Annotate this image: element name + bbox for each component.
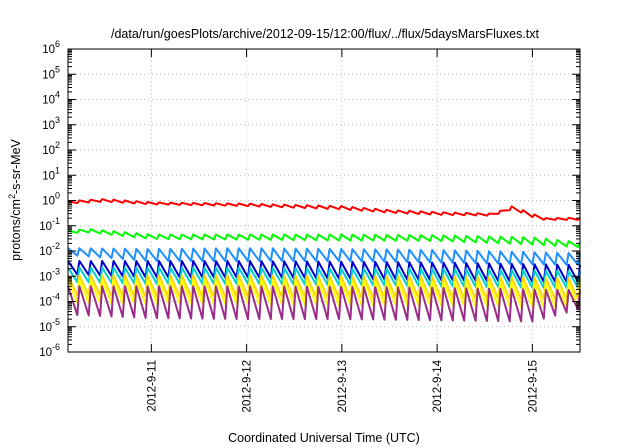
y-tick-exp: 1 bbox=[55, 165, 60, 175]
y-tick-exp: 2 bbox=[55, 140, 60, 150]
y-tick-label: 10-4 bbox=[39, 292, 60, 309]
y-tick-exp: 6 bbox=[55, 39, 60, 49]
series-line-5 bbox=[67, 266, 581, 289]
y-axis-label-pre: protons/cm bbox=[9, 199, 23, 261]
y-tick-base: 10 bbox=[39, 297, 52, 309]
y-tick-exp: 4 bbox=[55, 90, 60, 100]
y-tick-label: 10-2 bbox=[39, 241, 60, 258]
y-tick-label: 102 bbox=[42, 140, 60, 157]
y-tick-label: 10-3 bbox=[39, 266, 60, 283]
y-tick-exp: -5 bbox=[52, 317, 60, 327]
y-tick-exp: -2 bbox=[52, 241, 60, 251]
y-tick-exp: -4 bbox=[52, 292, 60, 302]
y-tick-exp: 3 bbox=[55, 115, 60, 125]
y-tick-label: 10-5 bbox=[39, 317, 60, 334]
y-tick-exp: -3 bbox=[52, 266, 60, 276]
y-tick-exp: -1 bbox=[52, 216, 60, 226]
tick-layer: 10-610-510-410-310-210-11001011021031041… bbox=[39, 39, 580, 412]
series-layer bbox=[67, 198, 581, 323]
y-tick-label: 106 bbox=[42, 39, 60, 56]
x-tick-label: 2012-9-12 bbox=[242, 360, 254, 412]
y-tick-label: 100 bbox=[42, 191, 60, 208]
y-tick-base: 10 bbox=[42, 120, 55, 132]
y-axis-label-post: -s-sr-MeV bbox=[9, 138, 23, 194]
y-tick-base: 10 bbox=[42, 44, 55, 56]
y-tick-label: 103 bbox=[42, 115, 60, 132]
y-tick-exp: -6 bbox=[52, 342, 60, 352]
series-line-8 bbox=[67, 285, 581, 323]
series-line-3 bbox=[67, 247, 581, 266]
y-tick-base: 10 bbox=[39, 246, 52, 258]
y-tick-label: 104 bbox=[42, 90, 60, 107]
series-line-2 bbox=[67, 228, 581, 249]
x-tick-label: 2012-9-13 bbox=[337, 360, 349, 412]
y-tick-exp: 0 bbox=[55, 191, 60, 201]
y-tick-base: 10 bbox=[42, 69, 55, 81]
y-tick-label: 10-6 bbox=[39, 342, 60, 359]
series-line-1 bbox=[67, 198, 581, 221]
y-tick-base: 10 bbox=[39, 347, 52, 359]
y-axis-label-sup: 2 bbox=[7, 194, 17, 199]
y-tick-base: 10 bbox=[42, 170, 55, 182]
x-tick-label: 2012-9-14 bbox=[432, 359, 444, 412]
chart-title: /data/run/goesPlots/archive/2012-09-15/1… bbox=[111, 27, 540, 41]
y-tick-base: 10 bbox=[42, 145, 55, 157]
x-tick-label: 2012-9-11 bbox=[146, 360, 158, 412]
y-tick-base: 10 bbox=[39, 322, 52, 334]
y-tick-exp: 5 bbox=[55, 64, 60, 74]
y-tick-label: 101 bbox=[42, 165, 60, 182]
y-tick-base: 10 bbox=[42, 196, 55, 208]
y-axis-label: protons/cm2-s-sr-MeV bbox=[7, 138, 23, 260]
y-tick-label: 10-1 bbox=[39, 216, 60, 233]
x-tick-label: 2012-9-15 bbox=[527, 360, 539, 412]
y-tick-label: 105 bbox=[42, 64, 60, 81]
y-tick-base: 10 bbox=[39, 271, 52, 283]
y-tick-base: 10 bbox=[42, 95, 55, 107]
x-axis-label: Coordinated Universal Time (UTC) bbox=[228, 431, 420, 445]
y-tick-base: 10 bbox=[39, 221, 52, 233]
